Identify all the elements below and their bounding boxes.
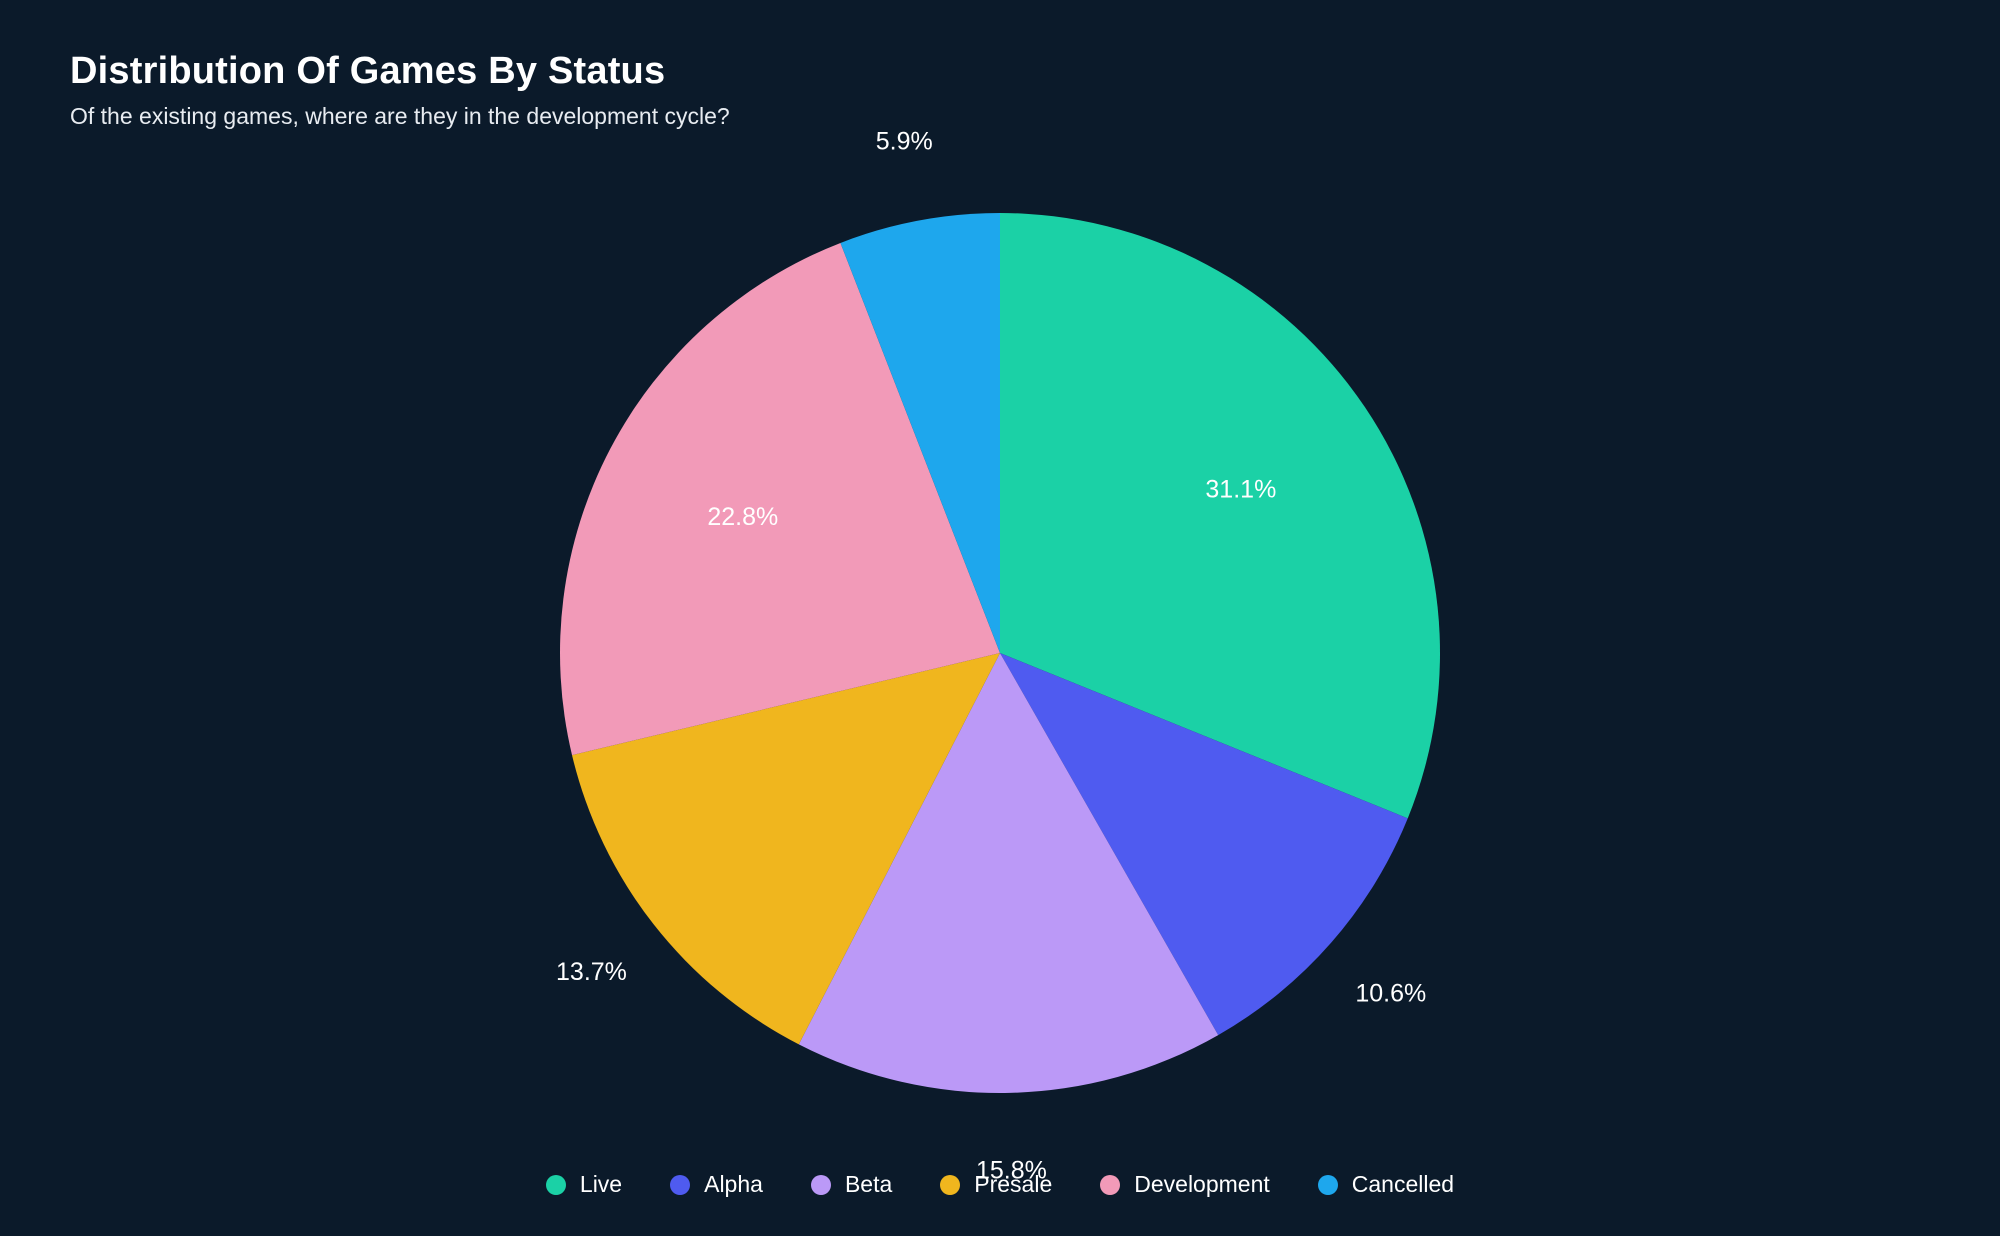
legend-label: Alpha	[704, 1171, 763, 1198]
chart-title: Distribution Of Games By Status	[70, 50, 1930, 93]
legend-swatch-icon	[1318, 1175, 1338, 1195]
pie-chart: 31.1%10.6%15.8%13.7%22.8%5.9%	[460, 113, 1540, 1193]
legend-item-cancelled[interactable]: Cancelled	[1318, 1171, 1454, 1198]
legend-swatch-icon	[670, 1175, 690, 1195]
legend: Live Alpha Beta Presale Development Cancelled	[0, 1171, 2000, 1198]
slice-label-alpha: 10.6%	[1355, 979, 1426, 1007]
legend-item-beta[interactable]: Beta	[811, 1171, 892, 1198]
chart-container: Distribution Of Games By Status Of the e…	[0, 0, 2000, 1236]
legend-swatch-icon	[1100, 1175, 1120, 1195]
legend-item-live[interactable]: Live	[546, 1171, 622, 1198]
legend-item-presale[interactable]: Presale	[940, 1171, 1052, 1198]
slice-label-live: 31.1%	[1205, 475, 1276, 503]
slice-label-cancelled: 5.9%	[876, 127, 933, 155]
legend-label: Presale	[974, 1171, 1052, 1198]
legend-label: Beta	[845, 1171, 892, 1198]
slice-label-development: 22.8%	[707, 503, 778, 531]
pie-chart-area: 31.1%10.6%15.8%13.7%22.8%5.9%	[0, 165, 2000, 1141]
legend-item-development[interactable]: Development	[1100, 1171, 1270, 1198]
legend-swatch-icon	[811, 1175, 831, 1195]
legend-swatch-icon	[546, 1175, 566, 1195]
legend-label: Development	[1134, 1171, 1270, 1198]
slice-label-presale: 13.7%	[556, 958, 627, 986]
legend-item-alpha[interactable]: Alpha	[670, 1171, 763, 1198]
legend-label: Cancelled	[1352, 1171, 1454, 1198]
legend-swatch-icon	[940, 1175, 960, 1195]
legend-label: Live	[580, 1171, 622, 1198]
